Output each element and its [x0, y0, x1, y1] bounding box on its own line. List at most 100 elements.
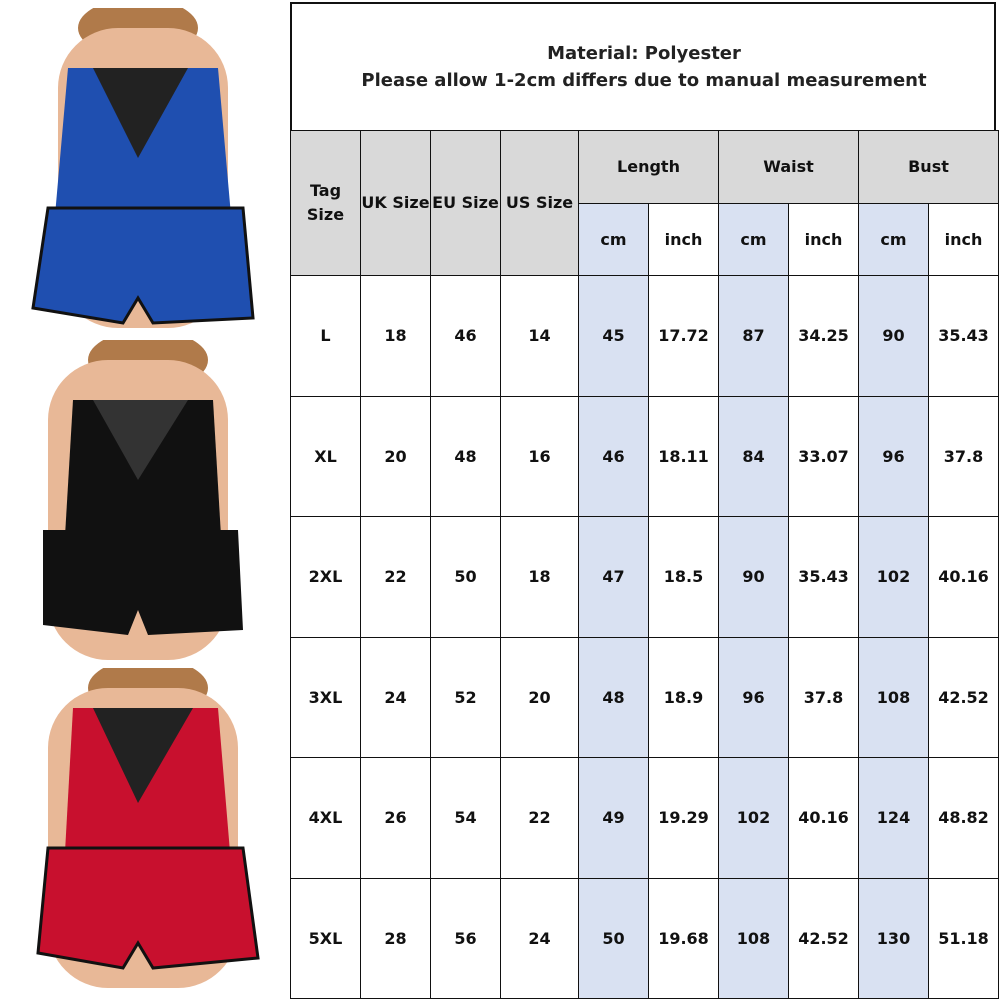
table-cell-text: 37.8 — [943, 446, 984, 466]
table-cell: 34.25 — [788, 275, 859, 397]
header-unit-inch-text: inch — [944, 229, 983, 249]
table-cell: 37.8 — [928, 396, 999, 517]
table-cell-text: 22 — [384, 567, 407, 586]
table-cell-text: 96 — [882, 446, 905, 466]
header-unit-inch: inch — [648, 203, 719, 276]
table-cell-text: 45 — [602, 326, 625, 345]
table-cell-text: 18.5 — [663, 567, 704, 586]
table-cell: 48.82 — [928, 757, 999, 879]
product-photo-black — [18, 340, 263, 665]
table-cell: 102 — [718, 757, 789, 879]
table-cell: 90 — [858, 275, 929, 397]
table-cell: 40.16 — [928, 516, 999, 638]
header-bust-text: Bust — [908, 157, 949, 176]
header-unit-cm-text: cm — [880, 229, 907, 249]
table-cell: 2XL — [290, 516, 361, 638]
table-cell-text: 102 — [876, 567, 911, 586]
table-cell: 33.07 — [788, 396, 859, 517]
table-cell: 108 — [718, 878, 789, 999]
table-cell: 50 — [578, 878, 649, 999]
header-unit-cm-text: cm — [740, 229, 767, 249]
table-cell: 28 — [360, 878, 431, 999]
product-photos — [0, 0, 290, 1000]
table-cell-text: 56 — [454, 928, 477, 948]
header-unit-cm-text: cm — [600, 229, 627, 249]
table-cell-text: 3XL — [308, 687, 343, 707]
header-length: Length — [578, 130, 719, 204]
table-cell-text: 20 — [528, 687, 551, 707]
disclaimer-text: Please allow 1-2cm differs due to manual… — [361, 70, 927, 91]
product-photo-red — [18, 668, 263, 993]
table-cell: 18.9 — [648, 637, 719, 758]
header-unit-cm: cm — [578, 203, 649, 276]
table-cell: 124 — [858, 757, 929, 879]
table-cell-text: 108 — [876, 687, 911, 707]
table-cell-text: 35.43 — [798, 567, 849, 586]
header-unit-inch: inch — [788, 203, 859, 276]
table-cell-text: 108 — [736, 928, 771, 948]
table-cell: 45 — [578, 275, 649, 397]
table-cell: XL — [290, 396, 361, 517]
table-cell-text: 34.25 — [798, 326, 849, 345]
table-cell: 24 — [500, 878, 579, 999]
table-cell-text: 52 — [454, 687, 477, 707]
table-cell-text: 49 — [602, 808, 625, 827]
table-cell-text: 48.82 — [938, 808, 989, 827]
table-cell: 3XL — [290, 637, 361, 758]
table-cell-text: 50 — [454, 567, 477, 586]
table-cell-text: 24 — [528, 928, 551, 948]
header-bust: Bust — [858, 130, 999, 204]
table-cell: 42.52 — [928, 637, 999, 758]
table-cell-text: 84 — [742, 446, 765, 466]
table-cell: 16 — [500, 396, 579, 517]
header-waist: Waist — [718, 130, 859, 204]
table-cell: L — [290, 275, 361, 397]
header-uk-size-text: UK Size — [361, 193, 430, 212]
table-cell-text: 130 — [876, 928, 911, 948]
table-cell-text: 16 — [528, 446, 551, 466]
table-cell: 26 — [360, 757, 431, 879]
table-cell-text: 87 — [742, 326, 765, 345]
table-cell-text: 33.07 — [798, 446, 849, 466]
table-cell: 22 — [360, 516, 431, 638]
table-cell-text: 90 — [742, 567, 765, 586]
table-cell: 14 — [500, 275, 579, 397]
size-chart-note: Material: Polyester Please allow 1-2cm d… — [292, 4, 996, 130]
header-length-text: Length — [617, 157, 680, 176]
table-cell: 46 — [430, 275, 501, 397]
table-cell: 54 — [430, 757, 501, 879]
table-cell-text: 102 — [736, 808, 771, 827]
table-cell-text: 47 — [602, 567, 625, 586]
table-cell-text: 35.43 — [938, 326, 989, 345]
table-cell: 84 — [718, 396, 789, 517]
header-unit-inch-text: inch — [804, 229, 843, 249]
table-cell-text: 40.16 — [798, 808, 849, 827]
table-cell-text: L — [320, 326, 331, 345]
table-cell: 19.29 — [648, 757, 719, 879]
table-cell: 19.68 — [648, 878, 719, 999]
product-photo-blue — [18, 8, 263, 333]
table-cell-text: 42.52 — [938, 687, 989, 707]
table-cell-text: 48 — [602, 687, 625, 707]
table-cell-text: 96 — [742, 687, 765, 707]
table-cell-text: 18.11 — [658, 446, 709, 466]
table-cell: 20 — [500, 637, 579, 758]
table-cell-text: 20 — [384, 446, 407, 466]
table-cell: 90 — [718, 516, 789, 638]
table-cell-text: 46 — [454, 326, 477, 345]
table-cell: 40.16 — [788, 757, 859, 879]
table-cell: 18.5 — [648, 516, 719, 638]
table-cell-text: 42.52 — [798, 928, 849, 948]
table-cell-text: 40.16 — [938, 567, 989, 586]
table-cell: 18.11 — [648, 396, 719, 517]
table-cell: 18 — [360, 275, 431, 397]
header-eu-size: EU Size — [430, 130, 501, 276]
table-cell: 17.72 — [648, 275, 719, 397]
table-cell-text: 37.8 — [803, 687, 844, 707]
header-waist-text: Waist — [763, 157, 814, 176]
table-cell: 20 — [360, 396, 431, 517]
table-cell: 35.43 — [928, 275, 999, 397]
material-text: Material: Polyester — [547, 43, 741, 64]
table-cell: 22 — [500, 757, 579, 879]
table-cell-text: 17.72 — [658, 326, 709, 345]
